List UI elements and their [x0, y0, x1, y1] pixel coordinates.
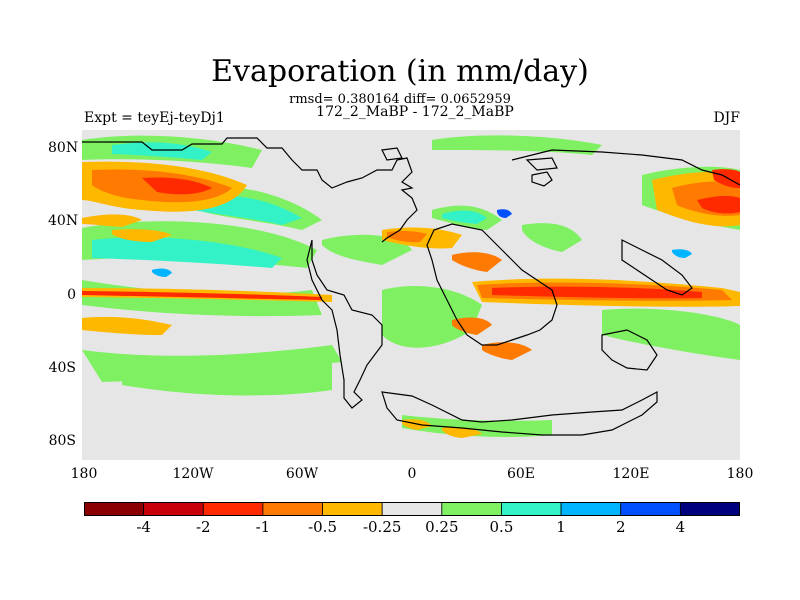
lat-tick-label: 0: [67, 287, 76, 303]
colorbar-label: 0.25: [425, 518, 459, 536]
contour-region: [382, 285, 482, 348]
case-label: 172_2_MaBP - 172_2_MaBP: [316, 104, 514, 120]
coastline: [381, 391, 658, 436]
colorbar-label: -2: [195, 518, 211, 536]
coastline: [82, 137, 418, 243]
colorbar-box: [84, 502, 145, 516]
colorbar-label: -1: [255, 518, 271, 536]
lat-tick-label: 80S: [48, 433, 76, 449]
colorbar-box: [560, 502, 622, 516]
colorbar-label: -0.25: [362, 518, 402, 536]
contour-region: [452, 317, 492, 335]
evaporation-map: [82, 130, 740, 460]
contour-region: [122, 350, 332, 396]
colorbar-box: [381, 502, 443, 516]
contour-region: [82, 214, 142, 227]
colorbar-label: 2: [615, 518, 626, 536]
lat-tick-label: 80N: [48, 140, 79, 156]
contour-region: [402, 415, 552, 438]
coastline: [601, 329, 658, 371]
coastline: [511, 149, 740, 296]
contour-region: [387, 230, 427, 243]
lon-tick-label: 120W: [172, 466, 214, 482]
colorbar-box: [262, 502, 323, 516]
contour-region: [142, 177, 212, 195]
lon-tick-label: 0: [407, 466, 417, 482]
contour-region: [602, 308, 740, 360]
contour-region: [497, 209, 512, 218]
colorbar-box: [143, 502, 204, 516]
colorbar-box: [202, 502, 264, 516]
contour-region: [697, 195, 740, 214]
coastline: [531, 171, 553, 187]
coastline-outlines: [82, 137, 740, 436]
contour-region: [672, 249, 692, 258]
contour-region: [482, 342, 532, 360]
colorbar-box: [679, 502, 740, 516]
lat-tick-label: 40N: [48, 213, 79, 229]
lon-tick-label: 60E: [506, 466, 536, 482]
colorbar: [84, 502, 740, 516]
field-contours: [82, 135, 740, 438]
colorbar-box: [441, 502, 502, 516]
lon-tick-label: 120E: [612, 466, 650, 482]
contour-region: [92, 237, 282, 268]
contour-region: [442, 210, 487, 224]
colorbar-box: [620, 502, 681, 516]
colorbar-label: -4: [136, 518, 151, 536]
plot-title: Evaporation (in mm/day): [211, 54, 589, 89]
contour-region: [452, 252, 502, 272]
coastline: [525, 157, 558, 171]
coastline: [381, 147, 403, 161]
colorbar-label: 1: [556, 518, 566, 536]
colorbar-box: [322, 502, 383, 516]
contour-region: [82, 291, 322, 300]
rmsd-diff-subtitle: rmsd= 0.380164 diff= 0.0652959: [289, 92, 511, 107]
contour-region: [442, 427, 482, 438]
colorbar-label: 0.5: [489, 518, 514, 536]
lat-tick-label: 40S: [48, 360, 76, 376]
contour-region: [322, 234, 412, 265]
contour-region: [152, 268, 172, 277]
colorbar-box: [501, 502, 562, 516]
colorbar-label: 4: [675, 518, 686, 536]
lon-tick-label: 60W: [285, 466, 319, 482]
coastline: [306, 239, 383, 409]
colorbar-label: -0.5: [308, 518, 337, 536]
season-label: DJF: [713, 110, 740, 126]
contour-region: [522, 223, 582, 252]
contour-region: [492, 286, 702, 299]
contour-region: [82, 316, 172, 335]
lon-tick-label: 180: [726, 466, 754, 482]
experiment-label: Expt = teyEj-teyDj1: [84, 110, 225, 126]
contour-region: [112, 229, 172, 242]
coastline: [426, 223, 558, 346]
lon-tick-label: 180: [70, 466, 98, 482]
